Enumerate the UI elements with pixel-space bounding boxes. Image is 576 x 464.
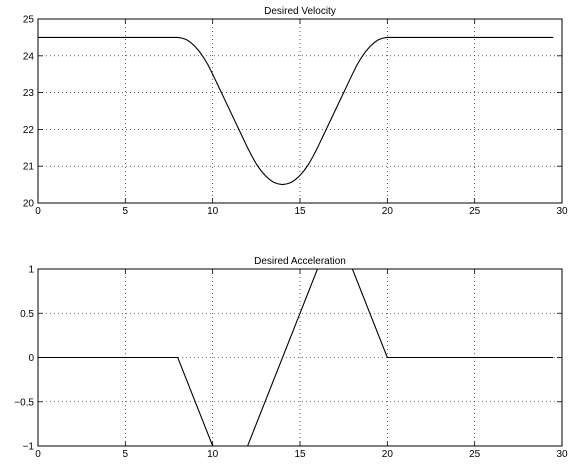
acceleration-x-tick-label: 0 bbox=[35, 449, 41, 460]
velocity-y-tick-label: 21 bbox=[23, 162, 35, 173]
acceleration-x-tick-label: 25 bbox=[469, 449, 481, 460]
acceleration-y-tick-label: 0.5 bbox=[20, 309, 34, 320]
acceleration-chart-title: Desired Acceleration bbox=[254, 256, 346, 267]
acceleration-x-tick-label: 30 bbox=[556, 449, 568, 460]
velocity-ticks: 0 5 10 15 20 25 30 20 21 22 23 24 25 bbox=[23, 15, 568, 218]
acceleration-y-tick-label: 0 bbox=[28, 353, 34, 364]
velocity-y-tick-label: 23 bbox=[23, 88, 35, 99]
acceleration-y-tick-label: −0.5 bbox=[14, 397, 34, 408]
velocity-series-line bbox=[38, 36, 554, 186]
velocity-y-tick-label: 25 bbox=[23, 15, 35, 26]
velocity-x-tick-label: 10 bbox=[207, 206, 219, 217]
velocity-x-tick-label: 25 bbox=[469, 206, 481, 217]
acceleration-series-line bbox=[38, 268, 554, 447]
acceleration-subplot: Desired Acceleration 0 5 10 15 20 25 30−1−0.50… bbox=[14, 256, 568, 460]
velocity-x-tick-label: 20 bbox=[382, 206, 394, 217]
velocity-y-tick-label: 24 bbox=[23, 51, 35, 62]
velocity-y-tick-label: 22 bbox=[23, 125, 35, 136]
acceleration-x-tick-label: 5 bbox=[123, 449, 129, 460]
acceleration-x-tick-label: 20 bbox=[382, 449, 394, 460]
acceleration-y-tick-label: −1 bbox=[23, 442, 35, 453]
acceleration-y-tick-label: 1 bbox=[28, 265, 34, 276]
velocity-subplot: Desired Velocity 0 5 10 15 20 25 30 20 21 22 23 24 2… bbox=[23, 6, 568, 217]
acceleration-x-tick-label: 15 bbox=[294, 449, 306, 460]
velocity-x-tick-label: 30 bbox=[556, 206, 568, 217]
velocity-x-tick-label: 0 bbox=[35, 206, 41, 217]
velocity-y-tick-label: 20 bbox=[23, 199, 35, 210]
velocity-x-tick-label: 5 bbox=[123, 206, 129, 217]
velocity-grid bbox=[38, 19, 562, 203]
acceleration-axes-frame bbox=[37, 268, 563, 447]
velocity-chart-title: Desired Velocity bbox=[264, 6, 336, 17]
acceleration-x-tick-label: 10 bbox=[207, 449, 219, 460]
acceleration-ticks: 0 5 10 15 20 25 30 −1 −0.5 0 0.5 1 bbox=[14, 265, 568, 461]
velocity-axes-frame bbox=[37, 18, 563, 204]
velocity-x-tick-label: 15 bbox=[294, 206, 306, 217]
